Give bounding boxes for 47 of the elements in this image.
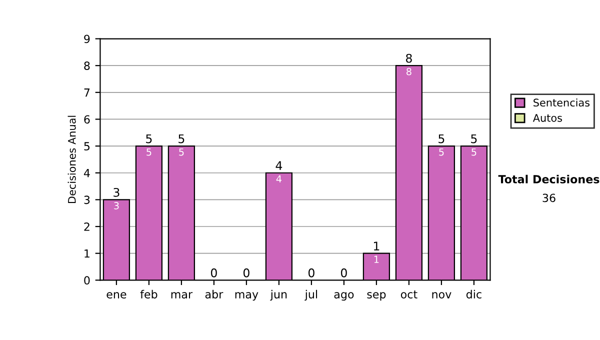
legend-label: Autos <box>532 114 562 122</box>
total-label: 5 <box>471 134 477 144</box>
data-label: 8 <box>406 68 412 76</box>
y-tick-label: 9 <box>84 34 90 44</box>
y-tick-label: 8 <box>84 62 90 70</box>
y-tick-label: 1 <box>84 249 90 258</box>
x-tick-label: ago <box>334 292 354 301</box>
total-label: 0 <box>210 268 217 278</box>
x-tick-label: feb <box>140 290 158 298</box>
text: Total Decisiones <box>498 174 600 184</box>
total-label: 0 <box>308 268 314 278</box>
total-label: 8 <box>406 54 412 63</box>
x-tick-label: ene <box>106 292 126 298</box>
data-label: 5 <box>472 148 476 156</box>
y-tick-label: 7 <box>84 88 90 97</box>
y-tick-label: 6 <box>84 115 90 124</box>
y-tick-label: 5 <box>84 142 90 150</box>
total-label: 5 <box>178 134 184 144</box>
y-tick-label: 2 <box>84 222 90 231</box>
y-tick-label: 0 <box>84 276 90 285</box>
x-tick-label: jul <box>304 290 318 301</box>
total-label: 0 <box>340 268 347 278</box>
y-axis-title: Decisiones Anual <box>68 116 76 203</box>
total-label: 5 <box>146 134 152 144</box>
y-tick-label: 3 <box>84 196 90 204</box>
total-label: 0 <box>243 268 250 278</box>
total-label: 5 <box>438 134 444 144</box>
x-tick-label: mar <box>171 292 193 298</box>
total-label: 3 <box>114 188 120 197</box>
x-tick-label: nov <box>432 292 452 298</box>
x-tick-label: abr <box>205 290 224 298</box>
x-tick-label: dic <box>466 290 482 298</box>
total-label: 1 <box>374 242 380 250</box>
data-label: 5 <box>439 148 444 156</box>
data-label: 5 <box>179 148 184 156</box>
text: 36 <box>542 194 556 202</box>
x-tick-label: sep <box>367 292 386 301</box>
x-tick-label: may <box>235 292 258 301</box>
data-label: 5 <box>146 148 152 156</box>
data-label: 1 <box>374 256 379 263</box>
legend-label: Sentencias <box>534 98 590 107</box>
total-label: 4 <box>276 161 282 170</box>
x-tick-label: jun <box>270 290 287 301</box>
y-tick-label: 4 <box>84 168 90 178</box>
data-label: 4 <box>276 175 282 182</box>
x-tick-label: oct <box>400 290 418 298</box>
data-label: 3 <box>114 202 119 210</box>
